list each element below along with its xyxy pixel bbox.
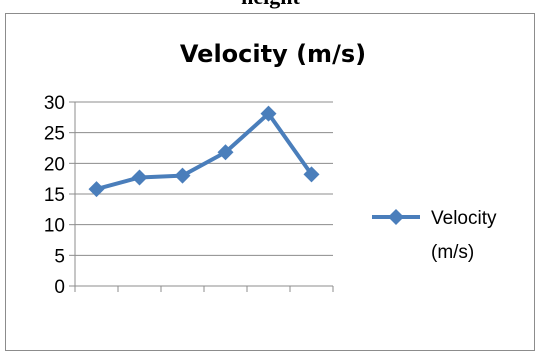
legend-label-line-1: Velocity: [431, 208, 497, 229]
chart-title: Velocity (m/s): [180, 40, 366, 68]
y-tick-label-30: 30: [44, 93, 65, 114]
data-point-3: [174, 167, 191, 184]
gridlines: [75, 101, 333, 256]
data-point-4: [217, 144, 234, 161]
y-tick-label-10: 10: [44, 216, 65, 237]
axes: [69, 101, 334, 292]
y-tick-label-25: 25: [44, 124, 65, 145]
y-tick-labels: 0 5 10 15 20 25 30: [44, 93, 65, 298]
data-point-1: [88, 181, 105, 198]
y-tick-label-0: 0: [54, 277, 65, 298]
y-tick-label-5: 5: [54, 246, 65, 267]
chart-frame: [5, 13, 535, 351]
y-tick-label-15: 15: [44, 185, 65, 206]
legend-label-line-2: (m/s): [431, 242, 474, 263]
legend-marker: [388, 209, 404, 225]
data-point-5: [260, 105, 277, 122]
y-tick-label-20: 20: [44, 154, 65, 175]
series-layer: [88, 105, 320, 198]
legend: Velocity (m/s): [372, 208, 497, 263]
top-caption: height: [0, 0, 541, 10]
data-point-2: [131, 169, 148, 186]
series-line-0: [95, 111, 314, 192]
data-point-6: [303, 166, 320, 183]
